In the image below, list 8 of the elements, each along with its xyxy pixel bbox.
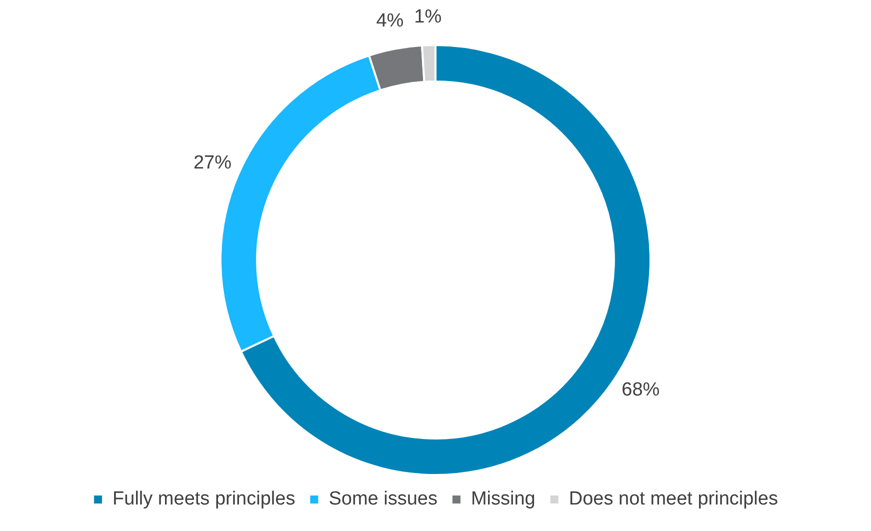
data-label: 1% <box>414 6 442 28</box>
legend-label: Some issues <box>328 488 438 510</box>
legend-label: Does not meet principles <box>568 488 778 510</box>
legend-label: Fully meets principles <box>112 488 296 510</box>
data-label: 68% <box>622 379 660 400</box>
data-label: 27% <box>193 152 232 174</box>
legend-label: Missing <box>470 488 536 510</box>
data-label: 4% <box>376 10 404 32</box>
